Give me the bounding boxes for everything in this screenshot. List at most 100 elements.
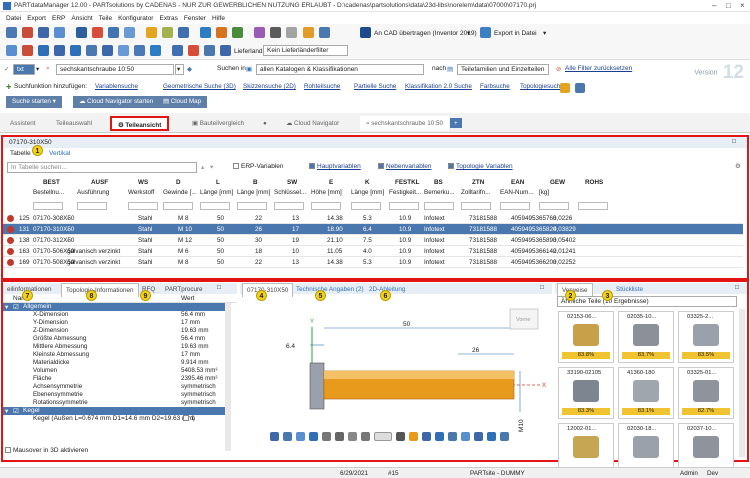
tab-tech-data[interactable]: Technische Angaben (2) (296, 286, 364, 293)
add-tab-button[interactable]: + (450, 118, 462, 128)
partial-search-link[interactable]: Partielle Suche (354, 83, 397, 90)
tab-teileansicht[interactable]: ⚙ Teileansicht (110, 116, 170, 131)
mid-panel-maximize-icon[interactable]: □ (540, 284, 544, 291)
wireframe-icon[interactable] (435, 432, 444, 441)
geometric-search-link[interactable]: Geometrische Suche (3D) (163, 83, 236, 90)
table-search-input[interactable]: In Tabelle suchen... (7, 162, 197, 173)
similar-part-card[interactable]: 03325-2... 83.5% (678, 311, 734, 363)
left-scrollbar[interactable] (225, 303, 231, 451)
view-home-icon[interactable] (270, 432, 279, 441)
col-ausf[interactable]: AUSF (91, 179, 109, 186)
similar-part-card[interactable]: 03325-01... 82.7% (678, 367, 734, 419)
raw-part-search-link[interactable]: Rohteilsuche (304, 83, 341, 90)
chevron-down-icon[interactable]: ▾ (467, 30, 471, 37)
column-filter-input[interactable] (539, 202, 569, 210)
view-icon[interactable] (254, 27, 265, 38)
table-row[interactable]: 138 07170-312X50- Stahl M 12 50 30 19 21.10 7.5 1… (3, 235, 743, 246)
col-d[interactable]: D (176, 179, 181, 186)
column-filter-input[interactable] (578, 202, 608, 210)
color-search-link[interactable]: Farbsuche (480, 83, 510, 90)
minimize-icon[interactable]: – (712, 1, 717, 10)
column-filter-input[interactable] (163, 202, 193, 210)
start-search-button[interactable]: Suche starten ▾ (6, 96, 62, 108)
main-variables-checkbox[interactable]: Hauptvariablen (309, 163, 361, 170)
start-navigator-button[interactable]: ☁ Cloud Navigator starten (73, 96, 160, 108)
zoom-icon[interactable] (322, 432, 331, 441)
tab-cloud-navigator[interactable]: ☁ Cloud Navigator (286, 120, 340, 127)
tab-stueckliste[interactable]: Stückliste (616, 286, 643, 293)
window-icon[interactable] (6, 45, 17, 56)
col-ws[interactable]: WS (138, 179, 149, 186)
col-gew[interactable]: GEW (550, 179, 566, 186)
cad-transfer-button[interactable]: An CAD übertragen (Inventor 2019) (374, 30, 477, 37)
table-row[interactable]: 163 07170-506X50 galvanisch verzinkt Stahl M… (3, 246, 743, 257)
reference-filter-select[interactable]: Ähnliche Teile (10 Ergebnisse) (557, 296, 737, 307)
secondary-variables-checkbox[interactable]: Nebenvariablen (378, 163, 432, 170)
grid-icon[interactable] (108, 27, 119, 38)
menu-erp[interactable]: ERP (51, 14, 66, 22)
search-mode-chevron-icon[interactable]: ▾ (36, 66, 40, 73)
right-panel-maximize-icon[interactable]: □ (735, 284, 739, 291)
document-icon[interactable] (124, 27, 135, 38)
mail-icon[interactable] (220, 45, 231, 56)
info-icon[interactable] (178, 27, 189, 38)
table-settings-icon[interactable]: ⚙ (735, 163, 741, 170)
list-icon[interactable] (38, 45, 49, 56)
transparency-icon[interactable] (448, 432, 457, 441)
cad-transfer-icon[interactable] (360, 27, 371, 38)
copy-icon[interactable] (86, 45, 97, 56)
tab-teileauswahl[interactable]: Teileauswahl (56, 120, 93, 127)
col-l[interactable]: L (216, 179, 220, 186)
close-icon[interactable]: × (740, 1, 745, 10)
menu-ansicht[interactable]: Ansicht (71, 14, 93, 22)
variable-search-link[interactable]: Variablensuche (95, 83, 138, 90)
screenshot-icon[interactable] (474, 432, 483, 441)
col-best[interactable]: BEST (43, 179, 60, 186)
options-icon[interactable] (575, 83, 585, 93)
maximize-icon[interactable]: □ (726, 1, 731, 10)
help-icon[interactable] (319, 27, 330, 38)
search-mode-select[interactable]: txt (13, 64, 35, 75)
cone-checkbox-icon[interactable]: ☑ (13, 408, 19, 415)
export-icon[interactable] (480, 27, 491, 38)
column-filter-input[interactable] (351, 202, 381, 210)
search-next-icon[interactable]: ▾ (210, 164, 214, 171)
column-filter-input[interactable] (461, 202, 491, 210)
measure-tool-icon[interactable] (396, 432, 405, 441)
image-icon[interactable] (188, 45, 199, 56)
compare-icon[interactable] (118, 45, 129, 56)
cube-icon[interactable] (200, 27, 211, 38)
left-panel-maximize-icon[interactable]: □ (217, 284, 221, 291)
col-k[interactable]: K (365, 179, 370, 186)
search-scope-select[interactable]: allen Katalogen & Klassifikationen (256, 64, 424, 75)
erp-icon[interactable] (92, 27, 103, 38)
similar-part-card[interactable]: 12002-01... (558, 423, 614, 475)
column-filter-input[interactable] (424, 202, 454, 210)
topology-search-link[interactable]: Topologiesuche (520, 83, 564, 90)
cone-collapse-icon[interactable]: ▾ (5, 408, 9, 415)
part-icon[interactable] (216, 27, 227, 38)
print-icon[interactable] (54, 27, 65, 38)
view-iso-icon[interactable] (296, 432, 305, 441)
rotate-icon[interactable] (348, 432, 357, 441)
shading-icon[interactable] (422, 432, 431, 441)
tab-rfq[interactable]: RFQ (142, 286, 156, 293)
reset-filter-icon[interactable]: ⊘ (556, 66, 562, 73)
menu-hilfe[interactable]: Hilfe (211, 14, 225, 22)
table-row[interactable]: 125 07170-308X50- Stahl M 8 50 22 13 14.38 5.3 10… (3, 213, 743, 224)
col-rohs[interactable]: ROHS (585, 179, 604, 186)
menu-extras[interactable]: Extras (159, 14, 178, 22)
subtab-tabelle[interactable]: Tabelle (10, 150, 31, 157)
export-button[interactable]: Export in Datei (494, 30, 537, 37)
table-row[interactable]: 169 07170-508X50 galvanisch verzinkt Stahl M… (3, 257, 743, 268)
classification-search-link[interactable]: Klassifikation 2.0 Suche (405, 83, 472, 90)
sync-icon[interactable] (134, 45, 145, 56)
search-input[interactable]: sechskantschraube 10:50 (56, 64, 174, 75)
columns-icon[interactable] (54, 45, 65, 56)
column-filter-input[interactable] (389, 202, 419, 210)
search-type-select[interactable]: Teilefamilien und Einzelteilen (457, 64, 549, 75)
map-button[interactable]: ▤ Cloud Map (157, 96, 208, 108)
tab-part-info[interactable]: eilinformationen (3, 283, 55, 296)
pencil-icon[interactable] (22, 45, 33, 56)
pan-icon[interactable] (335, 432, 344, 441)
